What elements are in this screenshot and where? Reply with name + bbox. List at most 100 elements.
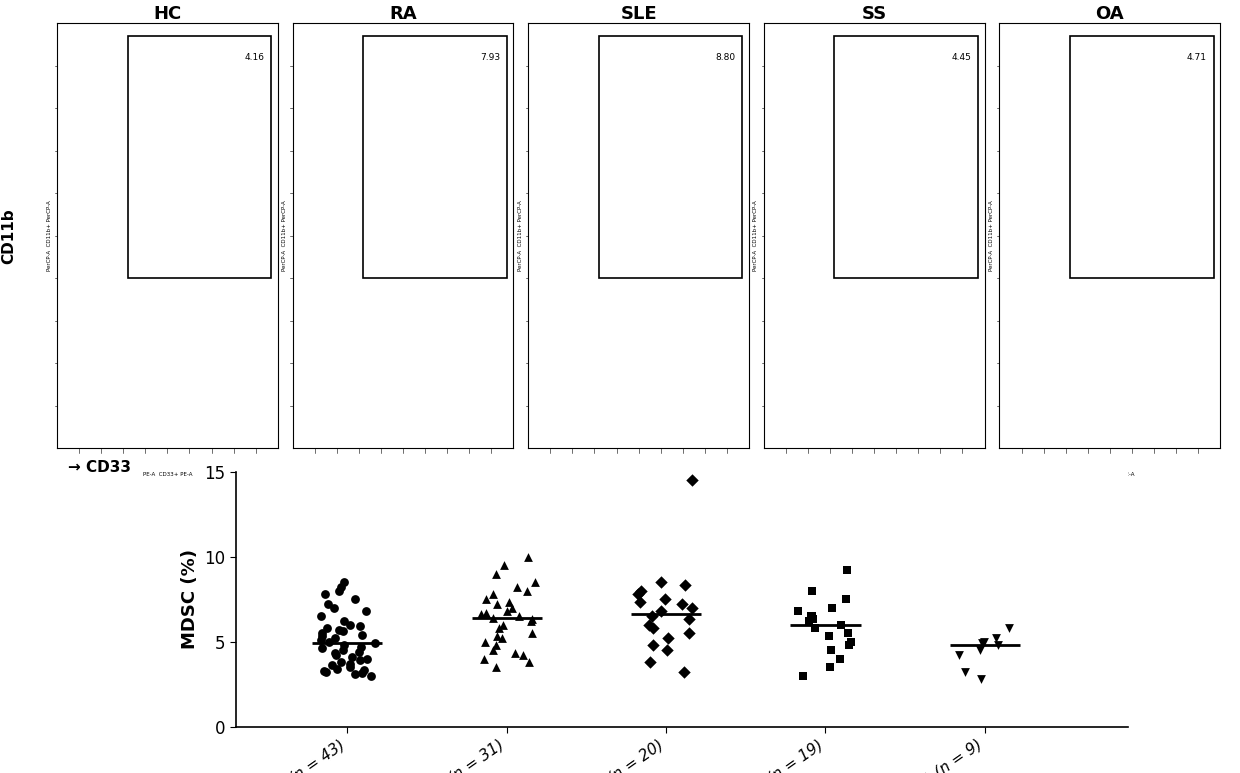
Point bbox=[521, 615, 541, 628]
Point bbox=[971, 673, 991, 685]
Text: PE-A  CD33+ PE-A: PE-A CD33+ PE-A bbox=[143, 472, 192, 477]
Point bbox=[678, 627, 698, 639]
Point bbox=[494, 618, 513, 631]
Point bbox=[802, 610, 822, 622]
Point bbox=[526, 576, 546, 588]
Point bbox=[522, 613, 542, 625]
Point bbox=[492, 632, 512, 645]
Point bbox=[340, 658, 360, 670]
Point bbox=[334, 576, 353, 588]
Point bbox=[487, 630, 507, 642]
Point bbox=[487, 598, 507, 611]
Point bbox=[340, 618, 360, 631]
Point bbox=[518, 550, 538, 563]
Point bbox=[839, 638, 859, 651]
Point bbox=[476, 593, 496, 605]
Point bbox=[787, 604, 807, 617]
Point bbox=[494, 559, 513, 571]
Point bbox=[325, 601, 345, 614]
Point bbox=[312, 627, 332, 639]
Point bbox=[672, 598, 692, 611]
Point bbox=[352, 667, 372, 679]
Point bbox=[799, 615, 818, 628]
Point bbox=[805, 621, 825, 634]
Point bbox=[351, 620, 371, 632]
Point bbox=[319, 598, 339, 611]
Point bbox=[352, 628, 372, 641]
Point bbox=[644, 638, 663, 651]
Point bbox=[950, 649, 970, 662]
Point bbox=[644, 621, 663, 634]
Point bbox=[500, 596, 520, 608]
Point bbox=[956, 666, 976, 679]
Bar bbox=[835, 36, 978, 278]
Point bbox=[657, 644, 677, 656]
Point bbox=[353, 663, 373, 676]
Point bbox=[630, 596, 650, 608]
Point bbox=[821, 644, 841, 656]
Point bbox=[651, 576, 671, 588]
Point bbox=[346, 593, 366, 605]
Point bbox=[361, 669, 381, 682]
Point bbox=[513, 649, 533, 662]
Point bbox=[831, 618, 851, 631]
Point bbox=[999, 621, 1019, 634]
Title: SLE: SLE bbox=[620, 5, 657, 23]
Text: PE-A  CD33+ PE-A: PE-A CD33+ PE-A bbox=[849, 472, 899, 477]
Bar bbox=[128, 36, 272, 278]
Point bbox=[332, 644, 352, 656]
Point bbox=[311, 634, 331, 646]
Point bbox=[792, 669, 812, 682]
Title: HC: HC bbox=[154, 5, 181, 23]
Point bbox=[475, 652, 495, 665]
Point bbox=[804, 613, 823, 625]
Point bbox=[802, 584, 822, 597]
Text: 4.71: 4.71 bbox=[1187, 53, 1207, 62]
Text: PerCP-A  CD11b+ PerCP-A: PerCP-A CD11b+ PerCP-A bbox=[283, 200, 288, 271]
Point bbox=[356, 604, 376, 617]
Point bbox=[327, 662, 347, 675]
Point bbox=[486, 638, 506, 651]
Point bbox=[342, 651, 362, 663]
Text: PE-A  CD33+ PE-A: PE-A CD33+ PE-A bbox=[614, 472, 663, 477]
Point bbox=[841, 635, 861, 648]
Point bbox=[314, 664, 334, 676]
Point bbox=[476, 607, 496, 619]
Point bbox=[330, 624, 350, 636]
Point bbox=[471, 608, 491, 621]
Text: PerCP-A  CD11b+ PerCP-A: PerCP-A CD11b+ PerCP-A bbox=[518, 200, 523, 271]
Point bbox=[350, 645, 370, 658]
Point bbox=[312, 630, 332, 642]
Point bbox=[655, 593, 675, 605]
Text: PerCP-A  CD11b+ PerCP-A: PerCP-A CD11b+ PerCP-A bbox=[990, 200, 994, 271]
Point bbox=[507, 581, 527, 594]
Point bbox=[334, 625, 353, 638]
Point bbox=[640, 656, 660, 668]
Text: → CD33: → CD33 bbox=[68, 460, 131, 475]
Point bbox=[830, 652, 849, 665]
Point bbox=[987, 632, 1007, 645]
Point bbox=[971, 644, 991, 656]
Point bbox=[331, 656, 351, 668]
Point bbox=[482, 611, 502, 624]
Text: PerCP-A  CD11b+ PerCP-A: PerCP-A CD11b+ PerCP-A bbox=[47, 200, 52, 271]
Point bbox=[629, 587, 649, 600]
Point bbox=[486, 567, 506, 580]
Point bbox=[311, 610, 331, 622]
Point bbox=[988, 638, 1008, 651]
Point bbox=[680, 613, 699, 625]
Point bbox=[489, 621, 508, 634]
Point bbox=[820, 630, 839, 642]
Point bbox=[520, 656, 539, 668]
Point bbox=[329, 584, 348, 597]
Y-axis label: MDSC (%): MDSC (%) bbox=[181, 549, 198, 649]
Point bbox=[675, 579, 694, 591]
Point bbox=[502, 601, 522, 614]
Point bbox=[631, 584, 651, 597]
Point bbox=[486, 661, 506, 673]
Point bbox=[312, 642, 332, 655]
Point bbox=[675, 666, 694, 679]
Point bbox=[317, 621, 337, 634]
Point bbox=[836, 593, 856, 605]
Point bbox=[651, 604, 671, 617]
